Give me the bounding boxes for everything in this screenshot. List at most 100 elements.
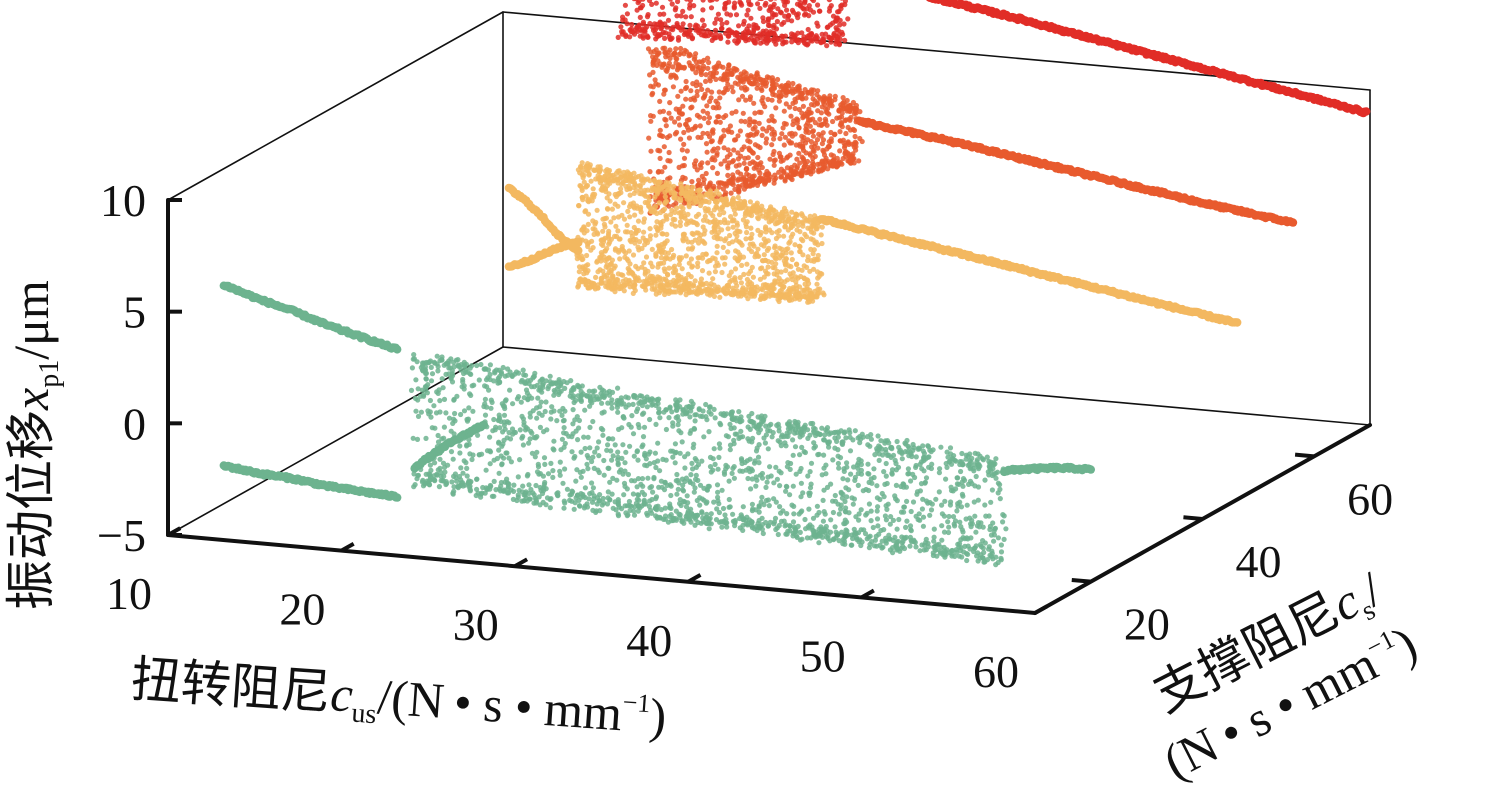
scatter-point (738, 128, 743, 133)
scatter-point (667, 47, 672, 52)
scatter-point (839, 30, 844, 35)
scatter-point (584, 462, 589, 467)
scatter-point (722, 286, 727, 291)
scatter-point (760, 95, 765, 100)
scatter-point (745, 277, 750, 282)
scatter-point (694, 59, 699, 64)
scatter-point (791, 519, 796, 524)
scatter-point (668, 280, 673, 285)
scatter-point (646, 136, 651, 141)
scatter-point (708, 0, 713, 3)
scatter-point (677, 165, 682, 170)
scatter-point (766, 264, 771, 269)
scatter-point (815, 137, 820, 142)
scatter-point (802, 276, 807, 281)
scatter-point (751, 101, 756, 106)
scatter-point (729, 85, 734, 90)
scatter-point (842, 38, 847, 43)
scatter-point (458, 412, 463, 417)
scatter-point (729, 191, 734, 196)
scatter-point (640, 3, 645, 8)
scatter-point (843, 131, 848, 136)
scatter-point (766, 38, 771, 43)
scatter-point (825, 25, 830, 30)
scatter-point (621, 282, 626, 287)
scatter-point (721, 245, 726, 250)
scatter-point (707, 271, 712, 276)
scatter-point (641, 20, 646, 25)
scatter-point (814, 257, 819, 262)
scatter-point (658, 26, 663, 31)
scatter-point (715, 287, 720, 292)
scatter-point (683, 14, 688, 19)
scatter-point (841, 95, 846, 100)
scatter-point (705, 56, 710, 61)
scatter-point (810, 38, 815, 43)
scatter-point (662, 292, 667, 297)
scatter-point (610, 273, 615, 278)
scatter-point (782, 258, 787, 263)
scatter-point (784, 247, 789, 252)
scatter-point (661, 219, 666, 224)
scatter-point (688, 472, 693, 477)
scatter-point (688, 97, 693, 102)
scatter-point (742, 161, 747, 166)
scatter-point (831, 163, 836, 168)
scatter-point (875, 516, 880, 521)
scatter-point (647, 237, 652, 242)
scatter-point (664, 427, 669, 432)
scatter-point (829, 136, 834, 141)
scatter-point (764, 172, 769, 177)
scatter-point (658, 285, 663, 290)
scatter-point (675, 94, 680, 99)
scatter-point (719, 270, 724, 275)
scatter-point (831, 153, 836, 158)
scatter-point (799, 30, 804, 35)
scatter-point (764, 209, 769, 214)
scatter-point (593, 275, 598, 280)
scatter-point (750, 174, 755, 179)
scatter-point (796, 11, 801, 16)
scatter-point (653, 27, 658, 32)
scatter-point (851, 156, 856, 161)
scatter-point (763, 1, 768, 6)
scatter-point (701, 0, 706, 3)
scatter-point (766, 259, 771, 264)
scatter-point (777, 136, 782, 141)
scatter-point (779, 159, 784, 164)
scatter-point (613, 202, 618, 207)
scatter-point (678, 210, 683, 215)
scatter-point (839, 120, 844, 125)
scatter-point (681, 142, 686, 147)
scatter-point (769, 218, 774, 223)
scatter-point (649, 2, 654, 7)
scatter-point (589, 239, 594, 244)
scatter-point (662, 117, 667, 122)
scatter-point (991, 539, 996, 544)
scatter-point (756, 178, 761, 183)
scatter-point (683, 97, 688, 102)
scatter-point (687, 204, 692, 209)
scatter-point (739, 85, 744, 90)
scatter-point (783, 178, 788, 183)
scatter-point (703, 79, 708, 84)
scatter-point (687, 23, 692, 28)
scatter-point (687, 135, 692, 140)
scatter-point (714, 70, 719, 75)
scatter-point (687, 29, 692, 34)
scatter-point (636, 174, 641, 179)
scatter-point (698, 165, 703, 170)
scatter-point (815, 276, 820, 281)
scatter-point (716, 230, 721, 235)
scatter-point (689, 265, 694, 270)
scatter-point (782, 279, 787, 284)
scatter-point (689, 274, 694, 279)
scatter-point (782, 142, 787, 147)
scatter-point (823, 117, 828, 122)
scatter-point (669, 289, 674, 294)
scatter-point (793, 279, 798, 284)
scatter-point (638, 15, 643, 20)
scatter-point (806, 13, 811, 18)
scatter-point (751, 22, 756, 27)
scatter-point (592, 168, 597, 173)
